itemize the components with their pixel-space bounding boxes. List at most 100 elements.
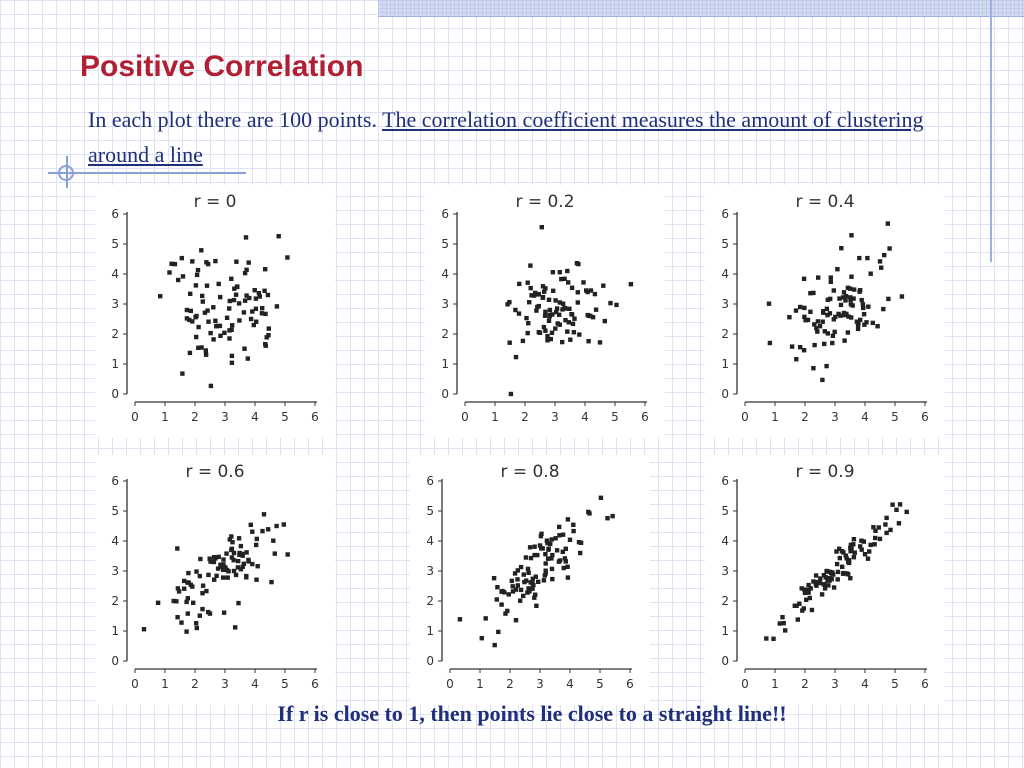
data-point xyxy=(849,274,854,279)
data-point xyxy=(229,360,235,365)
plot-svg: r = 0.8 0 1 2 3 4 5 6 0 1 2 3 4 5 6 xyxy=(426,462,633,691)
data-point xyxy=(195,267,201,273)
data-point xyxy=(193,283,199,288)
data-point xyxy=(531,582,536,588)
data-point xyxy=(628,282,634,287)
data-point xyxy=(557,558,563,563)
data-point xyxy=(588,313,593,319)
data-point xyxy=(205,308,210,313)
scatter-plot-r-0.8: r = 0.8 0 1 2 3 4 5 6 0 1 2 3 4 5 6 xyxy=(410,455,650,705)
data-point xyxy=(574,261,580,266)
data-point xyxy=(805,317,811,323)
data-point xyxy=(227,537,232,542)
x-tick-label: 4 xyxy=(861,410,869,424)
data-point xyxy=(184,307,190,313)
plot-svg: r = 0.9 0 1 2 3 4 5 6 0 1 2 3 4 5 6 xyxy=(721,462,928,691)
data-point xyxy=(578,550,583,556)
data-point xyxy=(872,542,877,547)
data-point xyxy=(512,571,518,576)
data-point xyxy=(839,246,844,251)
data-point xyxy=(508,391,514,397)
data-point xyxy=(793,308,799,313)
data-point xyxy=(567,306,572,311)
data-point xyxy=(200,583,206,588)
data-point xyxy=(572,316,577,321)
data-point xyxy=(513,307,518,313)
data-point xyxy=(206,572,211,578)
data-point xyxy=(206,319,211,324)
data-point xyxy=(848,576,853,581)
data-point xyxy=(897,502,903,507)
data-point xyxy=(544,538,550,543)
data-point xyxy=(242,346,247,351)
data-point xyxy=(513,618,519,623)
data-point xyxy=(543,309,548,314)
data-point xyxy=(222,330,227,335)
data-point xyxy=(560,549,565,554)
data-point xyxy=(231,297,237,303)
data-point xyxy=(602,318,607,324)
slide-subtitle: In each plot there are 100 points. The c… xyxy=(88,102,938,172)
data-point xyxy=(814,326,819,331)
x-tick-label: 1 xyxy=(491,410,499,424)
data-point xyxy=(843,294,849,299)
data-point xyxy=(851,555,857,560)
data-point xyxy=(259,311,265,316)
data-point xyxy=(601,283,606,288)
data-point xyxy=(510,589,516,594)
data-point xyxy=(542,289,547,294)
data-point xyxy=(175,546,180,551)
data-point xyxy=(837,555,842,561)
y-tick-label: 0 xyxy=(426,654,434,668)
data-point xyxy=(557,300,562,305)
y-tick-label: 5 xyxy=(111,504,119,518)
data-point xyxy=(838,302,844,308)
data-point xyxy=(551,288,556,293)
x-tick-label: 4 xyxy=(861,677,869,691)
x-tick-label: 5 xyxy=(281,677,289,691)
data-point xyxy=(578,540,584,545)
data-point xyxy=(848,542,854,548)
data-point xyxy=(860,302,866,307)
data-point xyxy=(206,609,211,615)
data-point xyxy=(194,313,199,319)
data-point xyxy=(827,576,832,581)
data-point xyxy=(266,326,271,331)
data-point xyxy=(834,549,839,554)
data-point xyxy=(240,553,245,558)
data-point xyxy=(882,252,887,258)
data-point xyxy=(857,255,862,261)
data-point xyxy=(263,267,268,272)
scatter-plot-r-0.2: r = 0.2 0 1 2 3 4 5 6 0 1 2 3 4 5 6 xyxy=(425,185,665,438)
data-point xyxy=(285,552,290,557)
data-point xyxy=(545,556,551,561)
data-point xyxy=(826,583,831,588)
data-point xyxy=(855,326,861,332)
data-point xyxy=(535,552,540,558)
y-tick-label: 1 xyxy=(111,357,119,371)
data-point xyxy=(506,592,511,597)
scatter-plot-r-0.6: r = 0.6 0 1 2 3 4 5 6 0 1 2 3 4 5 6 xyxy=(95,455,335,705)
data-point xyxy=(854,319,860,324)
data-point xyxy=(214,324,219,329)
data-point xyxy=(794,357,799,362)
data-point xyxy=(899,294,905,299)
y-tick-label: 2 xyxy=(441,327,449,341)
data-point xyxy=(559,276,564,282)
subtitle-plain-text: In each plot there are 100 points. xyxy=(88,107,383,132)
data-point xyxy=(261,512,267,517)
data-point xyxy=(844,311,849,317)
data-point xyxy=(203,348,208,353)
data-point xyxy=(229,534,234,539)
data-point xyxy=(865,255,870,261)
data-point xyxy=(227,328,232,333)
data-point xyxy=(194,334,199,340)
slide-footer: If r is close to 1, then points lie clos… xyxy=(277,701,787,726)
data-point xyxy=(841,290,847,295)
data-point xyxy=(894,507,899,512)
data-point xyxy=(227,336,232,341)
data-point xyxy=(848,286,853,291)
data-point xyxy=(221,557,226,562)
data-point xyxy=(503,611,508,616)
data-point xyxy=(529,293,534,298)
